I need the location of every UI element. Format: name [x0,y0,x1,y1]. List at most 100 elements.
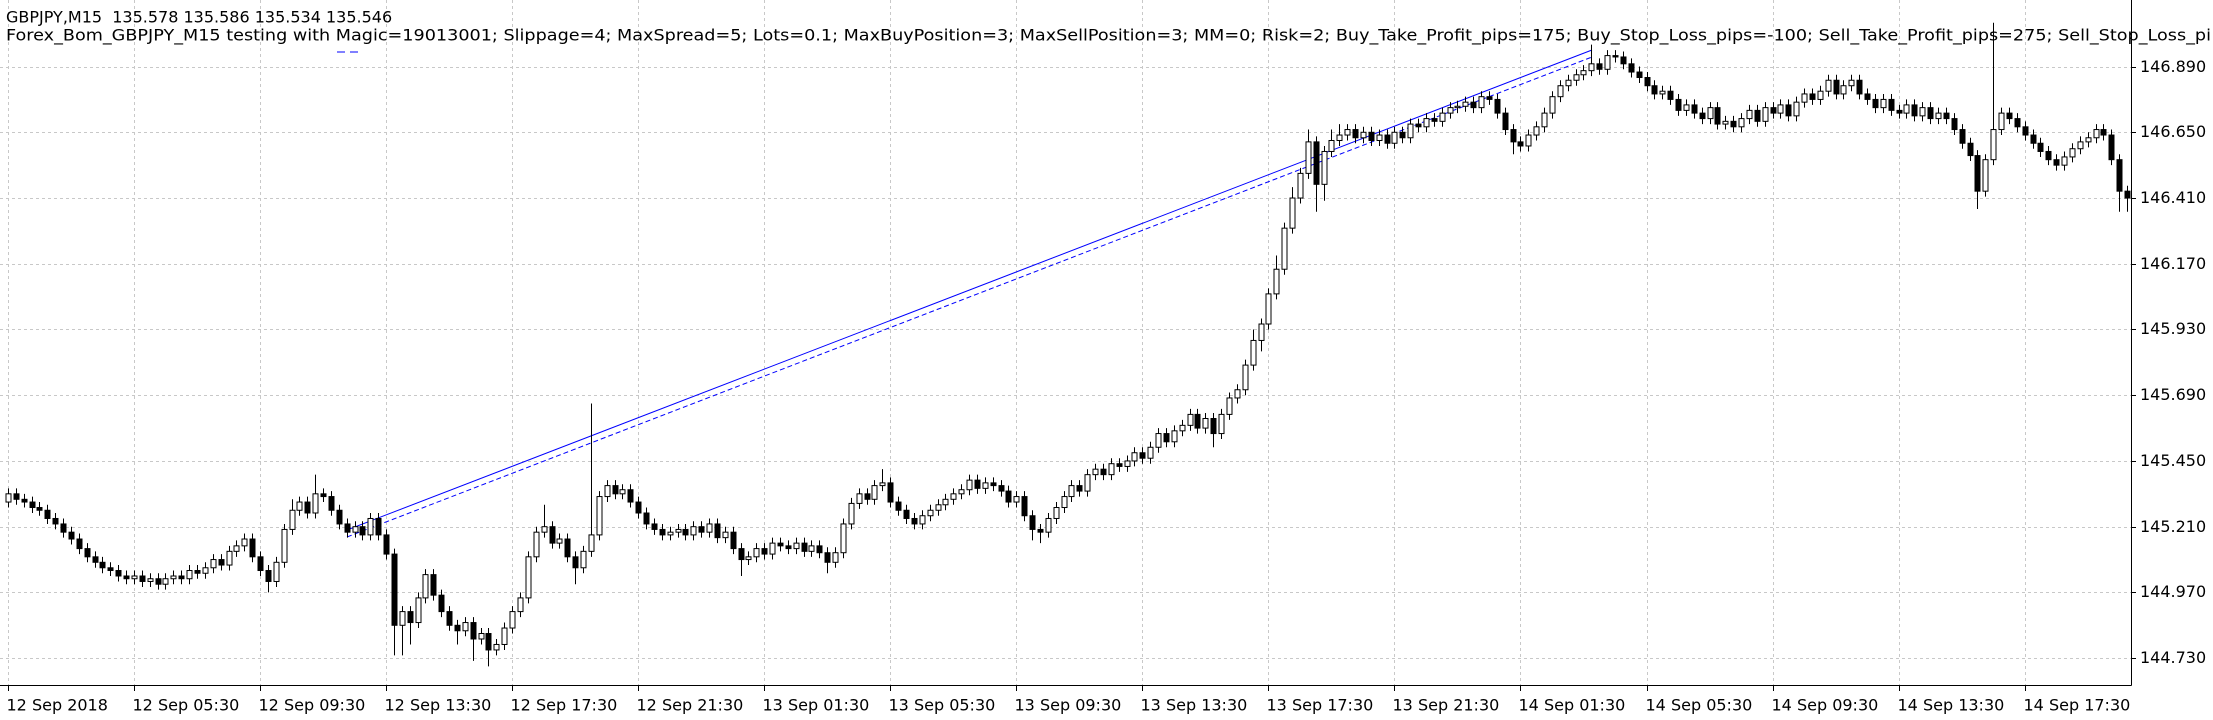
candle-body [1620,56,1627,65]
candle-body [359,526,366,536]
candle-body [1935,112,1942,120]
candle-body [312,493,319,514]
y-tick-label: 144.970 [2140,582,2206,601]
candle-body [1013,496,1020,503]
candle-body [824,552,831,563]
candle-body [919,515,926,525]
candle-body [501,627,508,645]
candle-body [1258,323,1265,341]
x-tick-label: 12 Sep 05:30 [133,696,240,715]
x-tick-label: 14 Sep 17:30 [2024,696,2131,715]
candle-body [336,509,343,525]
candle-body [612,485,619,495]
candle-body [990,482,997,487]
candle-body [1352,129,1359,139]
candle-body [651,523,658,530]
x-tick-label: 14 Sep 01:30 [1519,696,1626,715]
candle-body [1959,129,1966,144]
candle-body [1297,172,1304,199]
candle-body [1155,433,1162,448]
candle-body [1376,134,1383,142]
candle-body [1604,55,1611,70]
candle-body [769,542,776,555]
candle-body [391,553,398,626]
candle-body [1801,93,1808,103]
candles [5,22,2131,667]
candle-body [1084,474,1091,492]
candle-body [1848,79,1855,87]
chart-subtitle: Forex_Bom_GBPJPY_M15 testing with Magic=… [6,26,2211,46]
candle-body [289,509,296,530]
candle-body [1644,77,1651,87]
candle-body [1974,155,1981,192]
candle-body [1809,93,1816,100]
candle-body [1163,433,1170,443]
candle-body [903,509,910,519]
candle-body [911,517,918,525]
candle-body [808,545,815,552]
candle-body [493,643,500,651]
candle-body [226,550,233,566]
candle-body [1179,424,1186,432]
candle-body [706,523,713,533]
candle-body [596,496,603,536]
candle-body [2100,129,2107,136]
candle-body [194,570,201,574]
candle-body [1675,98,1682,111]
candle-body [407,611,414,624]
x-tick-label: 12 Sep 2018 [7,696,108,715]
candle-body [1454,105,1461,109]
candle-body [1447,107,1454,114]
candle-body [753,548,760,558]
candle-body [1651,85,1658,95]
candle-body [210,559,217,569]
candle-body [1833,79,1840,95]
candle-body [344,523,351,533]
candle-body [1202,418,1209,429]
x-tick-label: 13 Sep 01:30 [763,696,870,715]
candle-body [115,570,122,577]
candle-body [659,528,666,536]
candle-body [1313,141,1320,185]
candle-body [1171,430,1178,443]
candle-body [1738,118,1745,128]
y-tick-label: 146.410 [2140,188,2206,207]
candle-body [1384,134,1391,144]
candle-body [1242,364,1249,391]
candle-body [99,561,106,569]
y-tick-label: 144.730 [2140,648,2206,667]
candle-body [1580,70,1587,76]
candle-body [1250,339,1257,366]
candle-body [1273,268,1280,295]
candle-body [1872,98,1879,109]
candle-body [1116,463,1123,467]
candle-body [375,517,382,536]
candle-body [273,561,280,582]
candle-body [722,531,729,539]
candle-body [1565,79,1572,87]
candle-body [1722,120,1729,125]
candle-body [328,496,335,511]
candle-body [1053,507,1060,519]
candle-body [761,548,768,555]
candle-body [816,545,823,554]
candle-body [1510,129,1517,143]
candle-body [935,504,942,511]
candle-body [549,526,556,544]
candle-body [1596,63,1603,70]
candle-body [690,526,697,536]
candle-body [541,526,548,533]
candle-body [2069,148,2076,158]
candle-body [1234,389,1241,399]
grid [0,0,2131,685]
trade-line [346,49,1593,531]
candle-body [1021,496,1028,517]
candle-body [1762,107,1769,122]
candle-body [588,534,595,552]
candle-body [1391,131,1398,144]
candle-body [462,622,469,632]
candle-body [1919,107,1926,117]
candle-body [430,574,437,596]
candle-body [1573,74,1580,81]
candle-body [1927,107,1934,120]
